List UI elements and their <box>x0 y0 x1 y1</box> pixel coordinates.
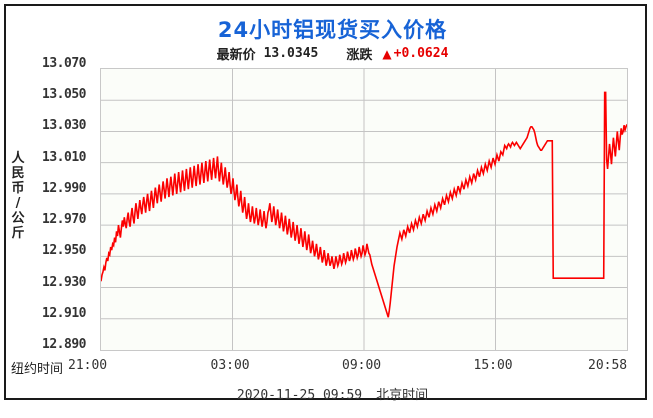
y-axis-title-char: / <box>15 196 21 211</box>
y-axis-title-char: 民 <box>11 166 25 181</box>
plot-area <box>100 68 628 351</box>
change-label: 涨跌 <box>346 48 373 63</box>
y-axis-title-char: 斤 <box>11 226 25 241</box>
latest-price-value: 13.0345 <box>263 46 319 61</box>
y-axis-tick-label: 12.890 <box>42 337 86 352</box>
x-axis-tick-label: 20:58 <box>588 358 628 373</box>
quote-summary-bar: 最新价 13.0345 涨跌 ▲ +0.0624 <box>6 44 653 63</box>
page-title: 24小时铝现货买入价格 <box>217 18 448 42</box>
footer-datetime: 2020-11-25 09:59 <box>236 388 363 403</box>
latest-price-label: 最新价 <box>216 48 256 63</box>
y-axis-tick-label: 12.930 <box>42 274 86 290</box>
x-axis-tick-label: 09:00 <box>342 358 382 373</box>
change-value: +0.0624 <box>393 46 449 61</box>
x-axis-tick-label: 21:00 <box>68 358 108 373</box>
x-axis-tick-label: 03:00 <box>210 358 250 373</box>
y-axis-title-char: 币 <box>11 181 25 196</box>
y-axis-tick-label: 12.950 <box>42 243 86 259</box>
x-axis-tick-label: 15:00 <box>473 358 513 373</box>
y-axis-tick-label: 13.070 <box>42 56 86 71</box>
footer-timezone: 北京时间 <box>376 388 429 403</box>
y-axis-tick-label: 13.050 <box>42 87 86 103</box>
y-axis-title: 人 民 币 / 公 斤 <box>10 151 26 241</box>
y-axis-title-char: 公 <box>11 211 25 226</box>
y-axis-tick-label: 13.030 <box>42 118 86 134</box>
footer-bar: 2020-11-25 09:59 北京时间 <box>6 384 653 403</box>
y-axis-tick-label: 12.990 <box>42 180 86 196</box>
y-axis-tick-label: 12.970 <box>42 212 86 228</box>
y-axis-title-char: 人 <box>11 151 25 166</box>
x-axis-title: 纽约时间 <box>11 362 64 377</box>
y-axis-tick-label: 12.910 <box>42 305 86 321</box>
price-line-chart <box>101 69 627 350</box>
y-axis-tick-label: 13.010 <box>42 149 86 165</box>
up-arrow-icon: ▲ <box>382 46 392 61</box>
chart-frame: 24小时铝现货买入价格 最新价 13.0345 涨跌 ▲ +0.0624 人 民 币 /… <box>4 4 647 403</box>
